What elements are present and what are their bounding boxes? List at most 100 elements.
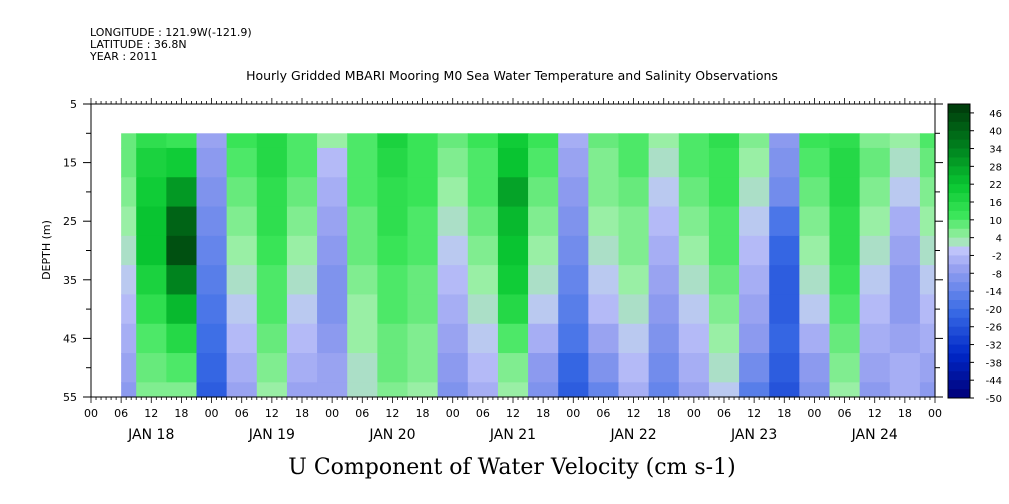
heatmap-cell [799,353,831,383]
heatmap-cell [136,294,167,325]
colorbar-band [948,353,970,363]
colorbar-band [948,210,970,221]
heatmap-cell [558,177,589,208]
x-tick-label: 00 [446,407,460,420]
heatmap-cell [437,382,469,398]
heatmap-cell [196,382,228,398]
heatmap-cell [528,147,559,178]
heatmap-cell [256,206,288,237]
heatmap-cell [226,353,258,383]
heatmap-cell [121,147,137,178]
x-tick-label: 18 [295,407,309,420]
x-tick-label: 12 [747,407,761,420]
heatmap-cell [678,353,710,383]
x-tick-label: 12 [506,407,520,420]
heatmap-cell [528,294,559,325]
x-tick-label: 12 [385,407,399,420]
colorbar-tick-label: -38 [986,358,1002,369]
heatmap-cell [121,382,137,398]
heatmap-cell [256,235,288,266]
heatmap-cell [528,177,559,208]
heatmap-cell [407,133,439,149]
colorbar-tick-label: 22 [989,180,1002,191]
heatmap-cell [588,323,620,354]
heatmap-cell [286,323,318,354]
heatmap-cell [166,353,198,383]
heatmap-cell [121,265,137,296]
heatmap-cell [407,177,439,208]
heatmap-cell [678,206,710,237]
x-day-label: JAN 21 [489,427,536,443]
heatmap-cell [919,206,936,237]
x-tick-label: 06 [596,407,610,420]
heatmap-cell [799,206,831,237]
heatmap-cell [121,133,137,149]
heatmap-cell [467,265,499,296]
heatmap-cell [859,382,891,398]
colorbar-band [948,291,970,301]
y-tick-label: 5 [70,98,77,111]
heatmap-cell [256,177,288,208]
latitude-text: LATITUDE : 36.8N [90,38,187,51]
heatmap-cell [769,235,800,266]
x-tick-label: 06 [717,407,731,420]
heatmap-cell [799,382,831,398]
heatmap-cell [256,323,288,354]
heatmap-cell [769,177,800,208]
heatmap-cell [226,147,258,178]
colorbar-tick-label: 4 [996,234,1002,245]
colorbar-band [948,121,970,132]
heatmap-cell [528,323,559,354]
colorbar-band [948,389,970,399]
heatmap-cell [467,235,499,266]
heatmap-cell [618,206,650,237]
heatmap-cell [286,382,318,398]
heatmap-cell [678,323,710,354]
heatmap-cell [919,265,936,296]
x-tick-label: 12 [868,407,882,420]
heatmap-cell [769,382,800,398]
heatmap-cell [256,133,288,149]
heatmap-cell [196,177,228,208]
heatmap-cell [136,206,167,237]
heatmap-cell [286,235,318,266]
heatmap-cell [739,147,770,178]
colorbar-band [948,130,970,141]
heatmap-cell [377,235,409,266]
x-tick-label: 00 [205,407,219,420]
heatmap-cell [708,323,740,354]
heatmap-cell [377,294,409,325]
colorbar-tick-label: -14 [986,287,1002,298]
heatmap-cell [196,206,228,237]
heatmap-cell [678,382,710,398]
heatmap-cell [407,323,439,354]
heatmap-cell [286,177,318,208]
x-tick-label: 00 [807,407,821,420]
heatmap-cell [136,177,167,208]
heatmap-cell [121,353,137,383]
heatmap-cell [919,323,936,354]
heatmap-cell [136,353,167,383]
heatmap-cell [919,235,936,266]
colorbar-band [948,202,970,212]
heatmap-cell [708,382,740,398]
longitude-text: LONGITUDE : 121.9W(-121.9) [90,26,252,39]
x-day-label: JAN 22 [609,427,656,443]
colorbar-band [948,273,970,283]
heatmap-cell [166,206,198,237]
heatmap-cell [588,353,620,383]
heatmap-cell [919,294,936,325]
heatmap-cell [829,382,861,398]
heatmap-cell [467,133,499,149]
heatmap-cell [226,294,258,325]
colorbar-tick-label: -2 [992,251,1002,262]
heatmap-cell [437,147,469,178]
heatmap-cell [467,323,499,354]
x-tick-label: 00 [325,407,339,420]
heatmap-cell [919,147,936,178]
heatmap-cell [618,235,650,266]
x-tick-label: 06 [355,407,369,420]
heatmap-cell [678,147,710,178]
heatmap-cell [829,147,861,178]
heatmap-cell [226,177,258,208]
